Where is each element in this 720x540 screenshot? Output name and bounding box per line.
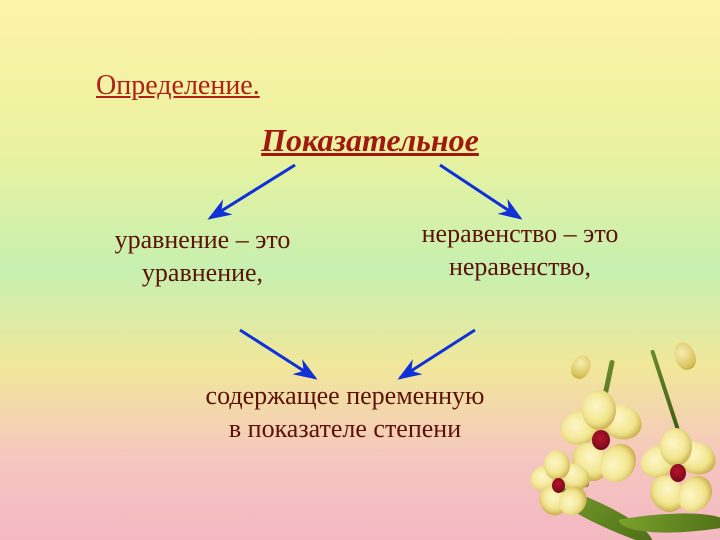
conclusion-node: содержащее переменнуюв показателе степен… (180, 380, 510, 445)
definition-heading: Определение. (96, 68, 286, 103)
diagram-title: Показательное (210, 120, 530, 160)
inequality-node: неравенство – это неравенство, (400, 218, 640, 283)
flower-decoration (500, 350, 720, 540)
equation-node: уравнение – это уравнение, (90, 224, 315, 289)
